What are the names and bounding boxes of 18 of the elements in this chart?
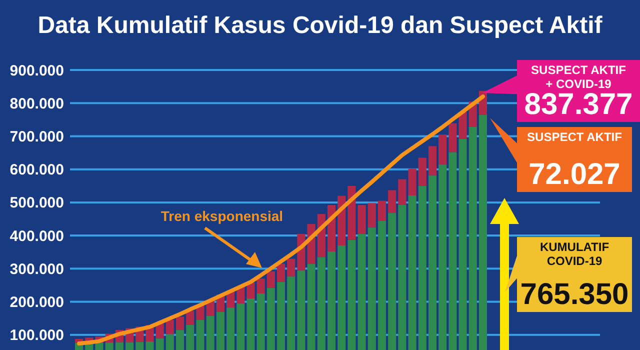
- text: SUSPECT AKTIF: [527, 130, 622, 144]
- annotation: Tren eksponensial: [160, 208, 284, 224]
- y-tick-label: 400.000: [10, 228, 64, 245]
- y-tick-label: 300.000: [10, 260, 64, 278]
- chart-title: Data Kumulatif Kasus Covid-19 dan Suspect Aktif: [38, 12, 604, 39]
- text: SUSPECT AKTIF + COVID-19: [531, 63, 626, 91]
- y-tick-label: 600.000: [10, 162, 64, 179]
- text: 837.377: [524, 88, 633, 121]
- text: 765.350: [520, 278, 629, 311]
- y-tick-label: 800.000: [10, 95, 64, 112]
- line-series: [77, 94, 485, 346]
- y-tick-label: 700.000: [10, 128, 64, 146]
- text: KUMULATIF COVID-19: [540, 240, 610, 268]
- y-tick-label: 500.000: [10, 194, 64, 212]
- y-tick-label: 200.000: [10, 294, 64, 312]
- y-tick-label: 900.000: [10, 62, 64, 80]
- y-tick-label: 100.000: [10, 327, 64, 344]
- text: 72.027: [528, 158, 620, 191]
